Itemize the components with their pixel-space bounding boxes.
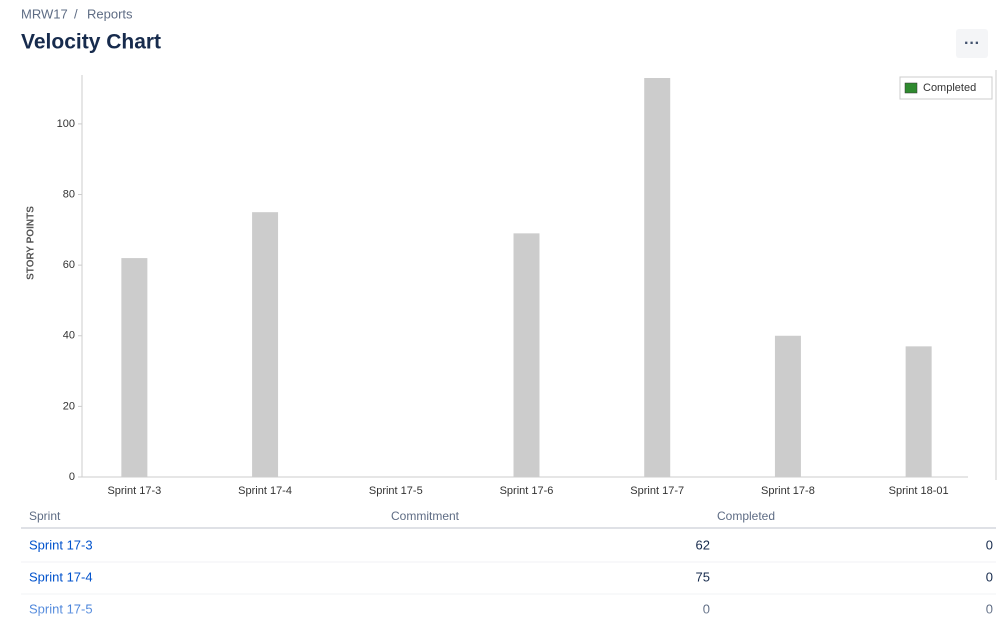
sprint-link[interactable]: Sprint 17-3: [29, 537, 93, 552]
bar: [644, 78, 671, 477]
completed-cell: 0: [986, 569, 993, 584]
y-tick-label: 20: [63, 400, 75, 412]
legend-label: Completed: [923, 82, 976, 94]
table-header: Sprint: [29, 509, 61, 523]
bar: [774, 335, 801, 477]
sprint-link[interactable]: Sprint 17-4: [29, 569, 93, 584]
x-tick-label: Sprint 17-5: [369, 485, 423, 497]
bar: [513, 233, 540, 477]
bar: [905, 346, 932, 477]
fade: [0, 590, 999, 625]
legend-box: [899, 76, 993, 100]
x-tick-label: Sprint 17-4: [238, 485, 292, 497]
x-tick-label: Sprint 17-3: [107, 485, 161, 497]
x-tick-label: Sprint 17-6: [500, 485, 554, 497]
table-header: Completed: [717, 509, 775, 523]
more-button[interactable]: [956, 29, 988, 58]
y-tick-label: 60: [63, 259, 75, 271]
page-title: Velocity Chart: [21, 31, 161, 54]
y-tick-label: 100: [57, 118, 75, 130]
legend-swatch: [904, 82, 918, 94]
commitment-cell: 75: [696, 569, 710, 584]
completed-cell: 0: [986, 537, 993, 552]
x-tick-label: Sprint 17-8: [761, 485, 815, 497]
breadcrumb-reports[interactable]: Reports: [87, 6, 133, 21]
bar: [121, 258, 148, 477]
y-axis-label: STORY POINTS: [26, 206, 37, 280]
y-tick-label: 80: [63, 188, 75, 200]
bar: [252, 212, 279, 477]
commitment-cell: 62: [696, 537, 710, 552]
more-icon: ···: [964, 35, 980, 52]
y-tick-label: 40: [63, 330, 75, 342]
x-tick-label: Sprint 18-01: [889, 485, 949, 497]
table-header: Commitment: [391, 509, 460, 523]
breadcrumb-separator: /: [74, 6, 78, 21]
x-tick-label: Sprint 17-7: [630, 485, 684, 497]
breadcrumb-project[interactable]: MRW17: [21, 6, 68, 21]
y-tick-label: 0: [69, 471, 75, 483]
